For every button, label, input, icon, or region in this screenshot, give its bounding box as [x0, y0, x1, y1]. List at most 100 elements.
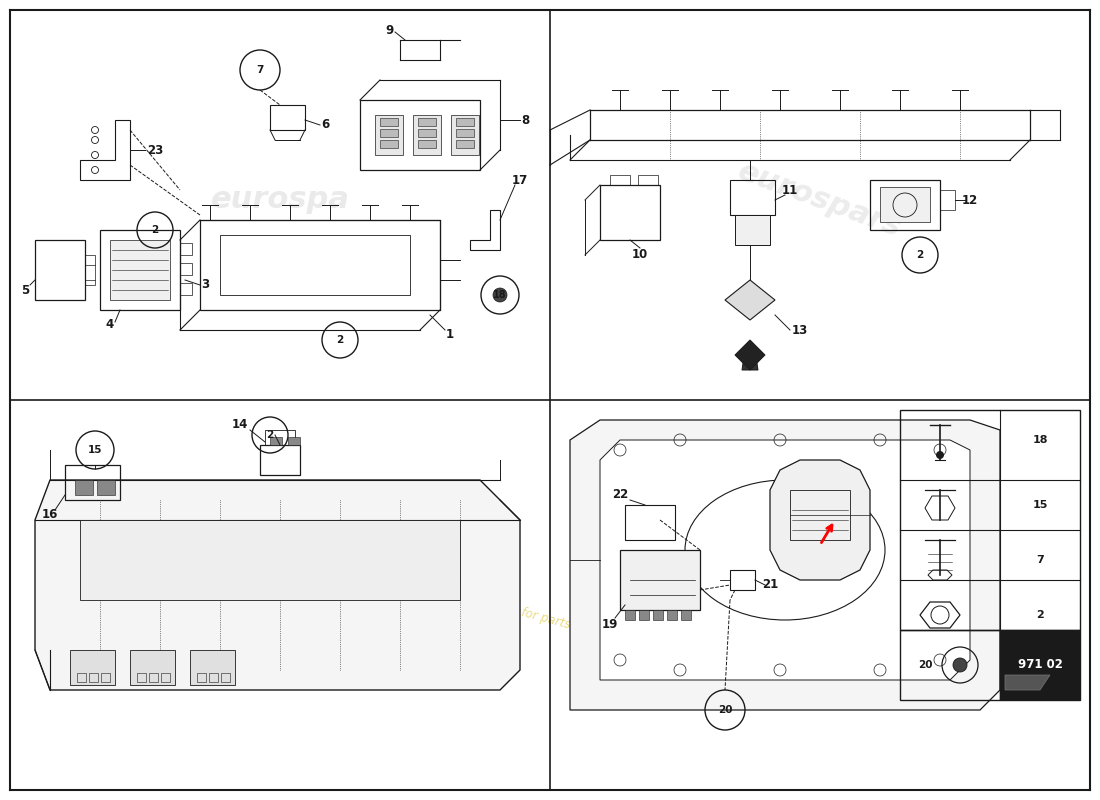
Text: 7: 7 — [256, 65, 264, 75]
Text: 2: 2 — [337, 335, 343, 345]
Text: 20: 20 — [917, 660, 933, 670]
Text: 20: 20 — [717, 705, 733, 715]
Bar — [456, 140, 474, 148]
Bar — [70, 650, 116, 685]
Text: 21: 21 — [762, 578, 778, 591]
Bar — [870, 180, 940, 230]
Polygon shape — [35, 480, 520, 690]
Bar — [625, 505, 675, 540]
Bar — [35, 240, 85, 300]
Bar — [180, 263, 192, 275]
Bar — [89, 673, 98, 682]
Bar — [379, 118, 398, 126]
Bar — [75, 480, 94, 495]
Bar — [101, 673, 110, 682]
Text: 4: 4 — [106, 318, 114, 331]
Bar — [412, 115, 441, 155]
Bar — [375, 115, 403, 155]
Circle shape — [953, 658, 967, 672]
Text: 22: 22 — [612, 489, 628, 502]
Text: eurospa: eurospa — [210, 586, 350, 614]
Bar — [735, 215, 770, 245]
Bar — [180, 283, 192, 295]
Text: 11: 11 — [782, 183, 799, 197]
Bar — [190, 650, 235, 685]
Text: 8: 8 — [521, 114, 529, 126]
Bar — [197, 673, 206, 682]
Polygon shape — [725, 280, 775, 320]
Text: 16: 16 — [42, 509, 58, 522]
Text: a passion for parts since 1985: a passion for parts since 1985 — [462, 590, 638, 650]
Polygon shape — [735, 340, 764, 370]
Bar — [360, 100, 480, 170]
Bar — [220, 235, 410, 295]
Text: 15: 15 — [88, 445, 102, 455]
Bar — [880, 187, 929, 222]
Bar — [639, 610, 649, 620]
Bar — [418, 129, 436, 137]
Bar — [200, 220, 440, 310]
Polygon shape — [1005, 675, 1050, 690]
Bar — [638, 175, 658, 185]
Text: 12: 12 — [961, 194, 978, 206]
Bar — [681, 610, 691, 620]
Bar — [790, 490, 850, 540]
Text: 2: 2 — [266, 430, 274, 440]
Text: eurospars: eurospars — [734, 157, 905, 243]
Text: 18: 18 — [493, 290, 507, 300]
Bar — [1000, 630, 1080, 700]
Text: 7: 7 — [1036, 555, 1044, 565]
Polygon shape — [570, 420, 1000, 710]
Bar — [138, 673, 146, 682]
Text: 5: 5 — [21, 283, 29, 297]
Polygon shape — [600, 440, 970, 680]
Bar — [900, 410, 1080, 630]
Text: 6: 6 — [321, 118, 329, 131]
Bar — [900, 630, 1000, 700]
Text: 9: 9 — [386, 23, 394, 37]
Bar — [148, 673, 158, 682]
Bar — [456, 129, 474, 137]
Bar — [97, 480, 116, 495]
Bar — [221, 673, 230, 682]
Bar — [85, 255, 95, 285]
Text: 19: 19 — [602, 618, 618, 631]
Text: 17: 17 — [512, 174, 528, 186]
Text: 14: 14 — [232, 418, 249, 431]
Bar — [730, 180, 776, 215]
Bar — [418, 140, 436, 148]
Bar — [265, 430, 295, 445]
Text: 2: 2 — [152, 225, 158, 235]
Text: 2: 2 — [916, 250, 924, 260]
Bar — [379, 129, 398, 137]
Bar — [456, 118, 474, 126]
Polygon shape — [742, 350, 758, 370]
Text: 1: 1 — [446, 329, 454, 342]
Bar — [209, 673, 218, 682]
Text: 971 02: 971 02 — [1018, 658, 1063, 671]
Bar — [65, 465, 120, 500]
Bar — [418, 118, 436, 126]
Bar — [130, 650, 175, 685]
Bar — [161, 673, 170, 682]
Bar — [288, 437, 300, 445]
Bar — [80, 520, 460, 600]
Bar — [667, 610, 676, 620]
Circle shape — [493, 288, 507, 302]
Text: 3: 3 — [201, 278, 209, 291]
Circle shape — [936, 451, 944, 459]
Bar — [260, 445, 300, 475]
Bar — [600, 185, 660, 240]
Text: 13: 13 — [792, 323, 808, 337]
Text: eurospa: eurospa — [210, 186, 350, 214]
Bar — [77, 673, 86, 682]
Bar — [730, 570, 755, 590]
Text: 15: 15 — [1032, 500, 1047, 510]
Bar — [625, 610, 635, 620]
Bar — [270, 437, 282, 445]
Bar — [653, 610, 663, 620]
Bar — [110, 240, 170, 300]
Bar — [451, 115, 478, 155]
Bar — [379, 140, 398, 148]
Bar — [180, 243, 192, 255]
